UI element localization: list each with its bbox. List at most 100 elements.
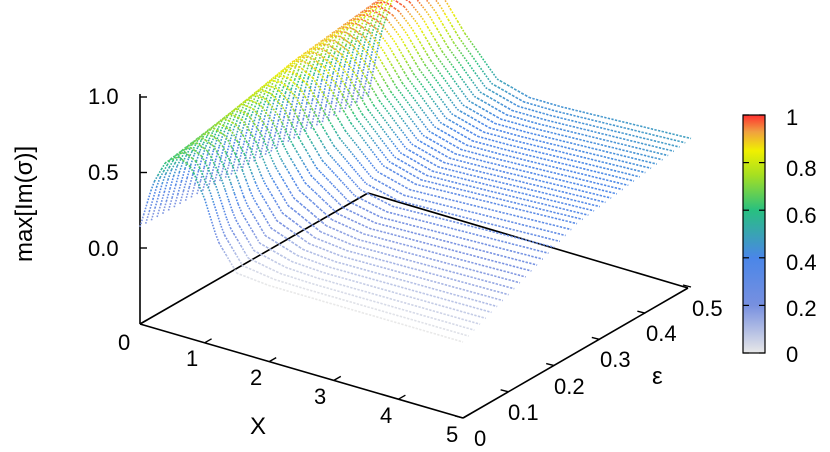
surface-segment [315,192,321,198]
surface-segment [597,154,602,157]
surface-segment [244,98,250,104]
surface-segment [340,124,346,132]
surface-segment [330,251,335,255]
surface-segment [377,171,382,175]
surface-segment [352,19,358,26]
surface-segment [588,203,593,206]
surface-segment [356,26,362,38]
surface-segment [311,212,316,218]
surface-segment [343,248,348,252]
surface-segment [462,303,467,307]
surface-segment [649,133,654,136]
surface-segment [413,225,418,228]
surface-segment [472,321,477,324]
surface-segment [497,146,502,150]
surface-segment [328,294,333,298]
surface-segment [516,157,521,160]
surface-segment [283,109,289,118]
surface-segment [318,43,324,50]
surface-segment [374,236,379,239]
surface-segment [350,18,356,25]
surface-segment [316,245,321,249]
surface-segment [327,215,333,221]
surface-segment [324,212,329,218]
surface-segment [359,260,364,263]
surface-segment [236,272,241,276]
surface-segment [277,105,283,122]
surface-segment [352,44,358,51]
surface-segment [432,215,436,219]
surface-segment [424,166,430,170]
surface-segment [502,153,507,157]
surface-segment [355,204,361,208]
surface-segment [434,38,440,46]
surface-segment [409,259,415,263]
surface-segment [275,96,281,110]
surface-segment [452,169,457,173]
surface-segment [507,120,513,123]
surface-segment [467,129,472,134]
surface-segment [388,74,394,82]
surface-segment [407,266,412,270]
surface-segment [497,290,502,294]
surface-segment [295,59,301,66]
surface-segment [464,311,469,315]
surface-segment [410,281,415,285]
surface-segment [608,174,613,177]
surface-segment [627,127,632,131]
surface-segment [394,234,399,237]
surface-segment [349,279,354,282]
surface-segment [309,73,315,88]
surface-segment [532,166,537,170]
surface-segment [224,118,230,122]
surface-segment [375,308,380,311]
surface-segment [452,213,456,216]
surface-segment [454,193,459,196]
surface-segment [523,246,528,249]
surface-segment [222,152,228,168]
surface-segment [458,37,464,44]
surface-segment [395,86,401,93]
surface-segment [641,170,646,174]
surface-segment [370,25,376,37]
surface-segment [600,166,604,169]
surface-segment [259,209,265,217]
surface-segment [445,155,451,159]
surface-segment [541,202,546,206]
surface-segment [464,178,469,181]
surface-segment [331,55,337,60]
surface-segment [534,234,539,237]
surface-segment [295,73,301,79]
surface-segment [488,150,493,153]
surface-segment [390,5,396,10]
surface-segment [396,206,401,209]
surface-segment [393,212,399,216]
surface-segment [494,174,498,177]
surface-segment [177,149,183,158]
surface-segment [322,56,327,61]
surface-segment [428,323,434,327]
surface-segment [241,170,247,181]
surface-segment [216,129,222,134]
surface-segment [513,214,518,218]
surface-segment [304,182,310,188]
surface-segment [379,11,385,23]
surface-segment [192,161,198,175]
surface-segment [461,166,466,169]
surface-segment [415,125,421,132]
surface-segment [369,227,374,231]
surface-segment [318,262,324,266]
surface-segment [458,302,464,306]
colorbar-tick-4: 0.8 [786,156,817,181]
surface-segment [301,176,306,184]
surface-segment [456,200,461,203]
surface-segment [205,139,210,144]
surface-segment [470,276,476,279]
surface-segment [353,212,359,216]
surface-segment [483,171,488,175]
surface-segment [396,277,401,281]
surface-segment [363,168,369,174]
surface-segment [574,160,579,163]
surface-segment [423,111,428,118]
surface-segment [490,144,495,148]
